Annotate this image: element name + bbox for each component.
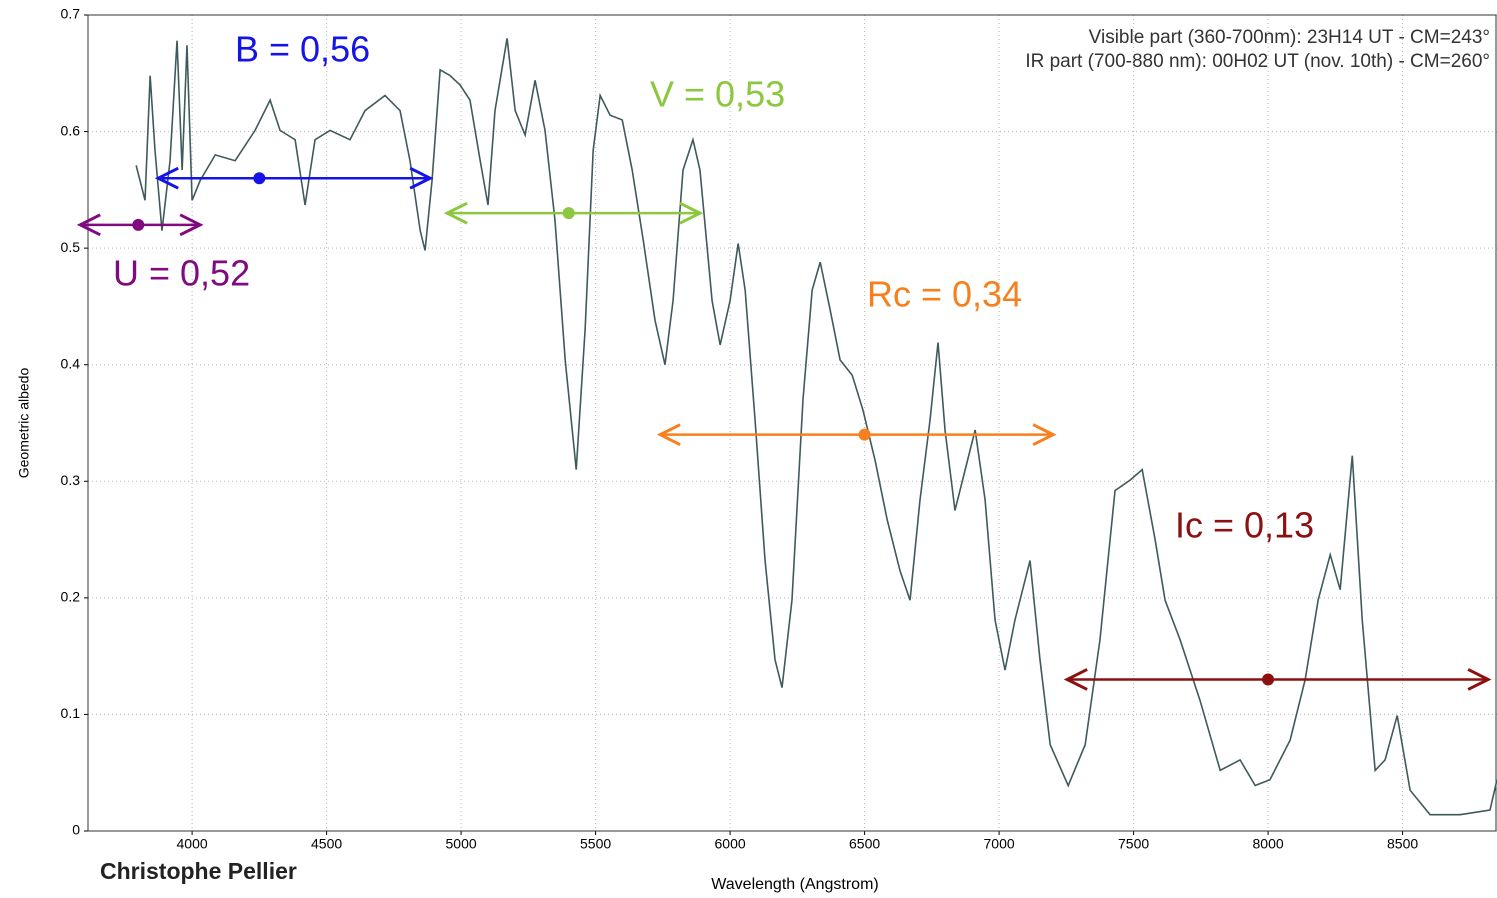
y-axis-label: Geometric albedo [16,368,32,479]
band-label: B = 0,56 [235,29,370,70]
band-center [253,172,266,185]
band-center [132,218,145,231]
x-tick-label: 6000 [715,836,746,852]
x-tick-label: 7000 [984,836,1015,852]
plot-frame [87,14,1497,832]
band-center [858,428,871,441]
arrow-head [1063,668,1088,691]
band-label: Ic = 0,13 [1175,505,1314,546]
annotation: IR part (700-880 nm): 00H02 UT (nov. 10t… [1025,51,1490,72]
x-tick-label: 8500 [1387,836,1418,852]
annotation: Visible part (360-700nm): 23H14 UT - CM=… [1089,27,1490,48]
x-tick-label: 6500 [849,836,880,852]
arrow-head [1032,423,1057,446]
arrow-head [656,423,681,446]
arrow-head [409,166,434,190]
band-label: U = 0,52 [113,253,250,294]
y-tick-label: 0 [72,822,80,838]
x-tick-label: 4500 [311,836,342,852]
band-center [1262,673,1275,686]
band-label: Rc = 0,34 [867,274,1022,315]
x-tick-label: 4000 [177,836,208,852]
arrow-head [1467,668,1492,691]
arrow-head [76,213,101,237]
x-tick-label: 5500 [580,836,611,852]
band-label: V = 0,53 [650,74,785,115]
arrow-head [679,201,704,225]
x-tick-label: 5000 [446,836,477,852]
spectrum-line [135,38,1497,816]
x-axis-label: Wavelength (Angstrom) [711,876,878,893]
y-tick-label: 0.1 [61,705,81,721]
y-tick-label: 0.5 [61,239,81,255]
arrow-head [154,166,179,190]
x-tick-label: 8000 [1253,836,1284,852]
y-tick-label: 0.7 [61,6,81,22]
y-tick-label: 0.4 [61,355,81,371]
arrow-head [179,213,204,237]
arrow-head [443,201,468,225]
x-tick-label: 7500 [1118,836,1149,852]
y-tick-label: 0.2 [61,589,81,605]
credit: Christophe Pellier [100,858,297,884]
y-tick-label: 0.3 [61,472,81,488]
y-tick-label: 0.6 [61,122,81,138]
band-center [562,207,575,220]
